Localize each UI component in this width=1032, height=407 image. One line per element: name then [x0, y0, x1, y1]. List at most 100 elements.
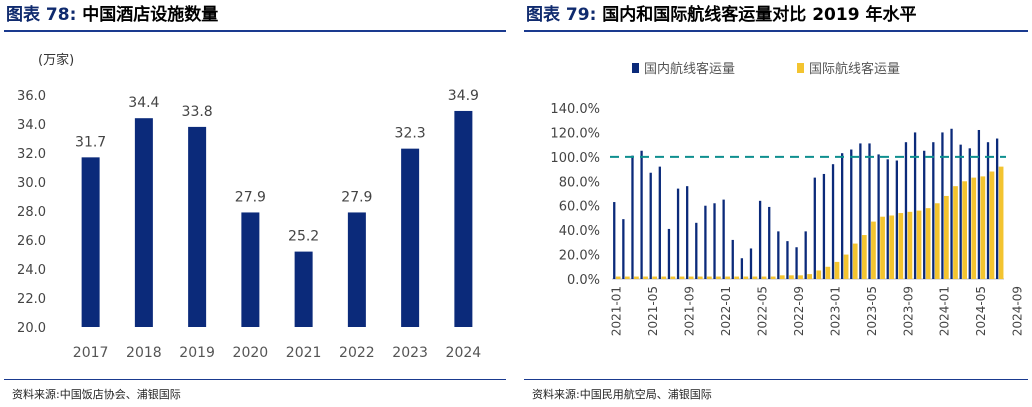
right-chart-title: 图表 79: 国内和国际航线客运量对比 2019 年水平: [526, 2, 916, 28]
data-label: 32.3: [395, 126, 426, 142]
x-tick-label: 2023: [392, 345, 428, 361]
bar-international: [789, 275, 794, 279]
bar-international: [734, 276, 740, 279]
x-tick-label: 2022: [339, 345, 375, 361]
bar-international: [944, 195, 949, 279]
y-tick-label: 36.0: [17, 89, 46, 104]
bar: [241, 212, 260, 327]
bar-domestic: [932, 142, 935, 279]
x-tick-label: 2023-01: [828, 286, 842, 336]
left-title-rule: [4, 30, 506, 32]
bar-domestic: [695, 222, 698, 279]
bar-international: [916, 210, 922, 279]
bar-international: [779, 275, 785, 279]
bar-international: [688, 276, 694, 279]
left-chart-title: 图表 78: 中国酒店设施数量: [6, 2, 218, 28]
bar-domestic: [804, 231, 807, 279]
y-tick-label: 0.0%: [567, 273, 600, 288]
bar-domestic: [986, 142, 990, 279]
x-tick-label: 2022-05: [755, 286, 769, 336]
bar-international: [624, 276, 630, 279]
bar-international: [816, 270, 822, 279]
bar-international: [980, 176, 986, 279]
bar-domestic: [749, 248, 753, 279]
bar-international: [953, 186, 958, 279]
data-label: 27.9: [341, 189, 372, 205]
bar-international: [697, 276, 703, 279]
bar-international: [871, 221, 876, 279]
x-tick-label: 2024-09: [1011, 286, 1025, 336]
bar: [347, 212, 366, 327]
y-tick-label: 80.0%: [559, 175, 600, 190]
left-chart-panel: 图表 78: 中国酒店设施数量 (万家) 20.0 22.0 24.0 26.0 28.0…: [0, 0, 510, 407]
bar-domestic: [622, 219, 625, 279]
bar-domestic: [886, 159, 889, 279]
bar-international: [962, 181, 967, 279]
bar-domestic: [831, 164, 835, 279]
y-tick-label: 26.0: [17, 234, 46, 249]
bar-domestic: [859, 143, 862, 279]
legend-label-domestic: 国内航线客运量: [644, 61, 735, 77]
y-tick-label: 34.0: [17, 118, 46, 133]
x-tick-label: 2017: [73, 345, 109, 361]
data-label: 34.9: [448, 88, 479, 104]
left-source-rule: [4, 379, 506, 380]
y-tick-label: 28.0: [17, 205, 46, 220]
y-tick-label: 20.0: [17, 321, 46, 336]
data-label: 27.9: [235, 189, 266, 205]
bar-domestic: [904, 142, 908, 279]
x-tick-label: 2024-05: [974, 286, 988, 336]
y-tick-label: 40.0%: [559, 224, 600, 239]
bar-international: [661, 276, 667, 279]
bar-international: [643, 276, 648, 279]
bar-domestic: [950, 128, 953, 279]
bar-domestic: [722, 199, 725, 279]
x-tick-label: 2021-01: [610, 286, 624, 336]
legend-swatch-domestic: [632, 63, 639, 73]
bar-international: [825, 266, 831, 279]
right-figure-label: 图表 79:: [526, 5, 597, 25]
bar-international: [889, 215, 895, 279]
bar: [401, 148, 420, 327]
bar-international: [752, 276, 758, 279]
bar-domestic: [704, 205, 707, 279]
bar-international: [770, 276, 776, 279]
bar: [454, 110, 473, 327]
data-label: 31.7: [75, 134, 106, 150]
bar-international: [907, 211, 913, 279]
x-tick-label: 2019: [179, 345, 215, 361]
right-title-text: 国内和国际航线客运量对比 2019 年水平: [602, 5, 917, 25]
bar-domestic: [713, 203, 716, 279]
x-tick-label: 2021-05: [646, 286, 660, 336]
bar-domestic: [740, 258, 744, 279]
bar-domestic: [649, 172, 652, 279]
bar-domestic: [758, 200, 762, 279]
y-tick-label: 60.0%: [559, 200, 600, 215]
y-tick-label: 32.0: [17, 147, 46, 162]
y-tick-label: 24.0: [17, 263, 46, 278]
bar-domestic: [667, 228, 671, 279]
y-tick-label: 120.0%: [550, 126, 600, 141]
bar-domestic: [995, 138, 999, 279]
bar-domestic: [631, 155, 634, 279]
bar-domestic: [676, 188, 680, 279]
bar-domestic: [850, 149, 853, 279]
bar-domestic: [841, 153, 844, 279]
bar-international: [798, 275, 803, 279]
bar-international: [898, 213, 904, 279]
bar-domestic: [640, 150, 643, 279]
bar-international: [861, 235, 867, 279]
data-label: 34.4: [128, 95, 159, 111]
bar-domestic: [786, 241, 789, 279]
bar-international: [716, 276, 721, 279]
bar-domestic: [613, 202, 616, 279]
bar-domestic: [822, 173, 826, 279]
bar-international: [998, 166, 1004, 279]
bar-domestic: [913, 132, 917, 279]
bar-domestic: [895, 160, 898, 279]
bar-domestic: [731, 239, 734, 279]
bar-domestic: [658, 166, 661, 279]
bar-international: [834, 261, 840, 279]
bar-international: [880, 216, 885, 279]
bar-domestic: [923, 150, 926, 279]
